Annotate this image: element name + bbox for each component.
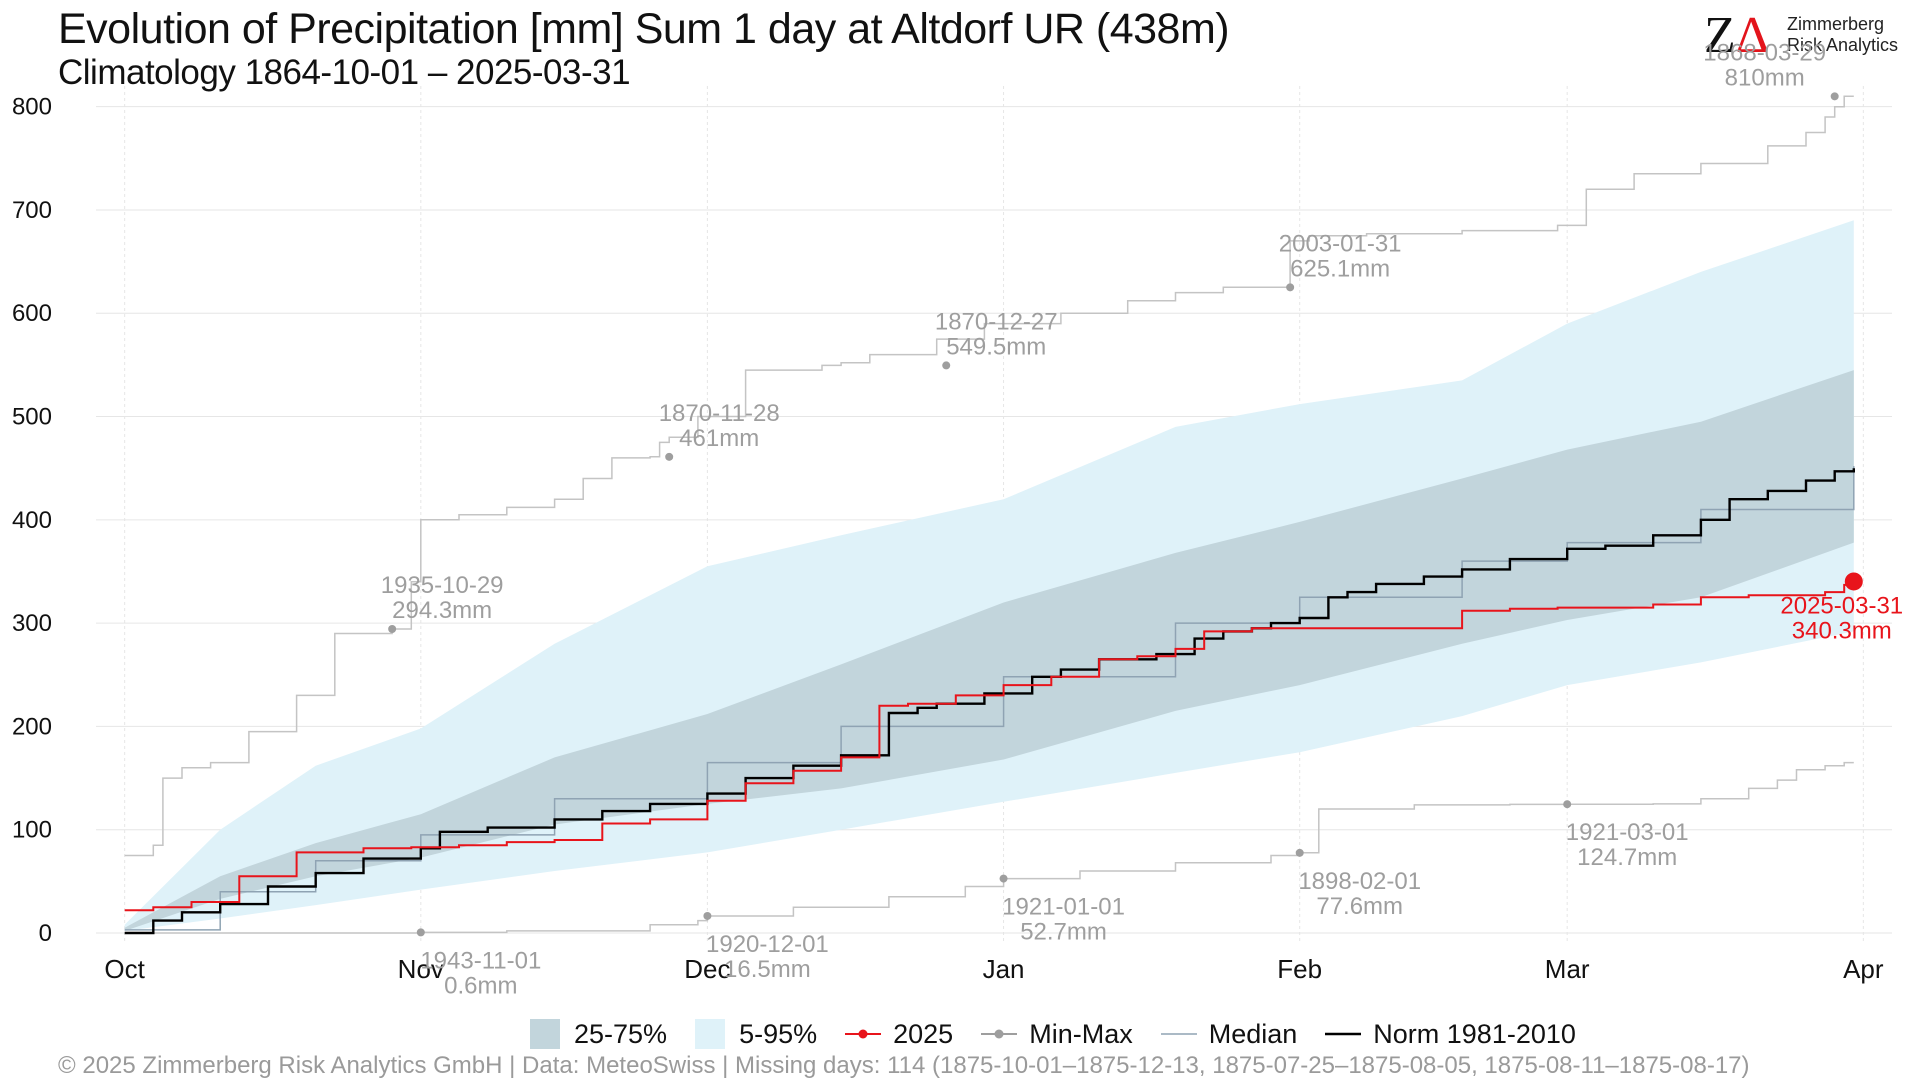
series-lines <box>124 95 1855 935</box>
chart-subtitle: Climatology 1864-10-01 – 2025-03-31 <box>58 53 631 92</box>
max-point <box>1286 283 1295 292</box>
x-tick-label-nov: Nov <box>398 954 444 984</box>
legend-label-current: 2025 <box>893 1018 954 1049</box>
min-label-date: 1898-02-01 <box>1298 868 1421 895</box>
min-point <box>1563 800 1572 809</box>
min-label-amount: 16.5mm <box>724 956 811 983</box>
max-point <box>665 452 674 461</box>
footer-credits: © 2025 Zimmerberg Risk Analytics GmbH | … <box>58 1052 1750 1079</box>
legend-item-median: Median <box>1160 1018 1298 1050</box>
x-tick-label-oct: Oct <box>104 954 145 984</box>
current-label-date: 2025-03-31 <box>1780 592 1903 619</box>
legend-line-minmax <box>981 1029 1018 1039</box>
legend-label-median: Median <box>1208 1018 1298 1049</box>
y-tick-label-700: 700 <box>12 197 52 224</box>
current-point <box>1844 572 1863 591</box>
min-label-amount: 52.7mm <box>1020 919 1107 946</box>
min-label-date: 1920-12-01 <box>706 931 829 958</box>
current-label-amount: 340.3mm <box>1792 617 1892 644</box>
min-point <box>1295 848 1304 857</box>
legend-item-p95: 5-95% <box>695 1019 817 1050</box>
max-label-date: 1870-11-28 <box>659 400 780 427</box>
y-tick-label-100: 100 <box>12 817 52 844</box>
y-tick-label-500: 500 <box>12 404 52 431</box>
logo-mark: ZΔ <box>1704 10 1769 62</box>
chart-title: Evolution of Precipitation [mm] Sum 1 da… <box>58 5 1230 53</box>
x-tick-label-apr: Apr <box>1843 954 1884 984</box>
x-tick-label-jan: Jan <box>983 954 1025 984</box>
min-point <box>703 911 712 920</box>
max-label-amount: 549.5mm <box>946 333 1046 360</box>
min-label-amount: 124.7mm <box>1577 844 1677 871</box>
max-point <box>388 625 397 634</box>
max-label-date: 1870-12-27 <box>935 308 1058 335</box>
min-label-date: 1943-11-01 <box>420 947 541 974</box>
min-label-amount: 77.6mm <box>1316 893 1403 920</box>
logo-line-2: Risk Analytics <box>1787 35 1899 55</box>
legend-item-norm: Norm 1981-2010 <box>1325 1019 1576 1050</box>
x-tick-label-dec: Dec <box>684 954 730 984</box>
y-tick-label-200: 200 <box>12 713 52 740</box>
x-axis: Oct Nov Dec Jan Feb Mar Apr <box>104 954 1883 984</box>
max-label-amount: 810mm <box>1725 64 1805 91</box>
x-tick-label-feb: Feb <box>1277 954 1322 984</box>
legend-label-minmax: Min-Max <box>1029 1018 1133 1049</box>
logo-z: Z <box>1704 7 1736 64</box>
series-2025-line <box>124 581 1855 912</box>
legend-item-iqr: 25-75% <box>530 1019 667 1050</box>
max-point <box>942 361 951 370</box>
legend-line-current <box>845 1029 882 1039</box>
logo-delta: Δ <box>1735 7 1770 64</box>
legend-item-minmax: Min-Max <box>981 1019 1133 1050</box>
legend: 25-75% 5-95% 2025 Min-Max Median Norm 19… <box>530 1014 1604 1054</box>
logo-line-1: Zimmerberg <box>1787 14 1885 34</box>
y-tick-label-0: 0 <box>39 920 52 947</box>
legend-label-norm: Norm 1981-2010 <box>1373 1018 1576 1049</box>
legend-label-iqr: 25-75% <box>574 1018 668 1049</box>
legend-swatch-iqr <box>530 1019 560 1049</box>
band-25-75 <box>124 370 1854 931</box>
max-point <box>1830 92 1839 101</box>
legend-label-p95: 5-95% <box>739 1018 818 1049</box>
max-label-date: 1935-10-29 <box>381 572 504 599</box>
band-5-95 <box>124 220 1854 931</box>
min-label-date: 1921-03-01 <box>1566 819 1689 846</box>
max-label-amount: 625.1mm <box>1290 255 1390 282</box>
legend-line-median <box>1160 1033 1197 1035</box>
legend-line-norm <box>1325 1032 1362 1036</box>
max-label-date: 1868-03-29 <box>1703 39 1826 66</box>
legend-swatch-p95 <box>695 1019 726 1049</box>
min-label-date: 1921-01-01 <box>1002 894 1125 921</box>
max-label-amount: 461mm <box>679 425 759 452</box>
min-line <box>124 761 1854 934</box>
y-tick-label-300: 300 <box>12 610 52 637</box>
max-line <box>124 95 1854 857</box>
percentile-bands <box>124 220 1854 931</box>
max-label-amount: 294.3mm <box>392 597 492 624</box>
y-tick-label-600: 600 <box>12 300 52 327</box>
y-tick-label-400: 400 <box>12 507 52 534</box>
precipitation-chart: 0 100 200 300 400 500 600 700 800 Oct Nov Dec Jan Fe… <box>12 39 1903 999</box>
company-logo: ZΔ Zimmerberg Risk Analytics <box>1704 10 1904 62</box>
min-point <box>416 928 425 937</box>
y-tick-label-800: 800 <box>12 94 52 121</box>
legend-item-current: 2025 <box>845 1019 953 1050</box>
max-label-date: 2003-01-31 <box>1279 230 1402 257</box>
y-axis: 0 100 200 300 400 500 600 700 800 <box>12 94 52 947</box>
x-tick-label-mar: Mar <box>1545 954 1590 984</box>
min-point <box>999 874 1008 883</box>
min-label-amount: 0.6mm <box>444 972 517 999</box>
logo-text: Zimmerberg Risk Analytics <box>1787 14 1898 56</box>
